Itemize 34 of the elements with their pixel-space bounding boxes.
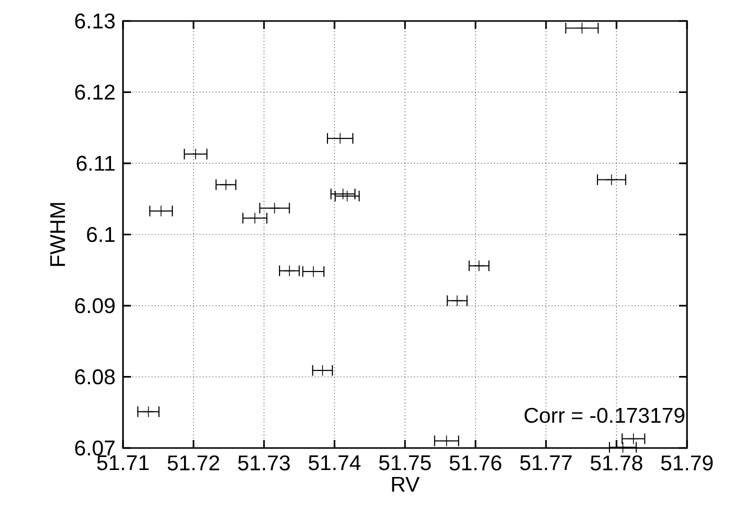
point <box>334 132 346 144</box>
x-tick-label: 51.75 <box>379 455 431 470</box>
point <box>220 178 232 190</box>
point <box>268 202 280 214</box>
x-tick-label: 51.77 <box>520 455 572 470</box>
x-tick-label: 51.72 <box>168 455 220 470</box>
x-tick-label: 51.79 <box>661 455 713 470</box>
x-tick-label: 51.78 <box>590 455 642 470</box>
y-tick-label: 6.13 <box>75 13 115 29</box>
point <box>606 174 618 186</box>
point <box>249 212 261 224</box>
point <box>451 294 463 306</box>
point <box>142 406 154 418</box>
point <box>190 148 202 160</box>
point <box>316 364 328 376</box>
annotation: Corr = -0.173179 <box>524 408 684 423</box>
y-tick-label: 6.11 <box>76 156 115 171</box>
x-tick-label: 51.73 <box>238 455 290 470</box>
y-tick-label: 6.12 <box>75 84 115 100</box>
y-tick-label: 6.1 <box>87 226 115 242</box>
point <box>440 435 452 447</box>
x-tick-label: 51.71 <box>97 455 149 470</box>
point <box>473 260 485 272</box>
y-tick-label: 6.07 <box>75 440 115 456</box>
y-axis-title: FWHM <box>50 203 65 266</box>
y-tick-label: 6.09 <box>75 298 115 314</box>
x-tick-label: 51.74 <box>308 455 361 470</box>
point <box>576 22 588 34</box>
point <box>628 433 640 444</box>
point <box>617 442 629 454</box>
x-axis-title: RV <box>392 476 420 492</box>
point <box>284 265 296 277</box>
y-tick-label: 6.08 <box>75 369 115 384</box>
x-tick-label: 51.76 <box>450 455 502 470</box>
